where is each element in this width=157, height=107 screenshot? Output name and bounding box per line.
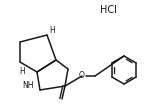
Text: H: H	[19, 68, 25, 77]
Text: H: H	[49, 25, 55, 34]
Text: O: O	[79, 71, 85, 80]
Text: HCl: HCl	[100, 5, 116, 15]
Text: NH: NH	[22, 82, 34, 91]
